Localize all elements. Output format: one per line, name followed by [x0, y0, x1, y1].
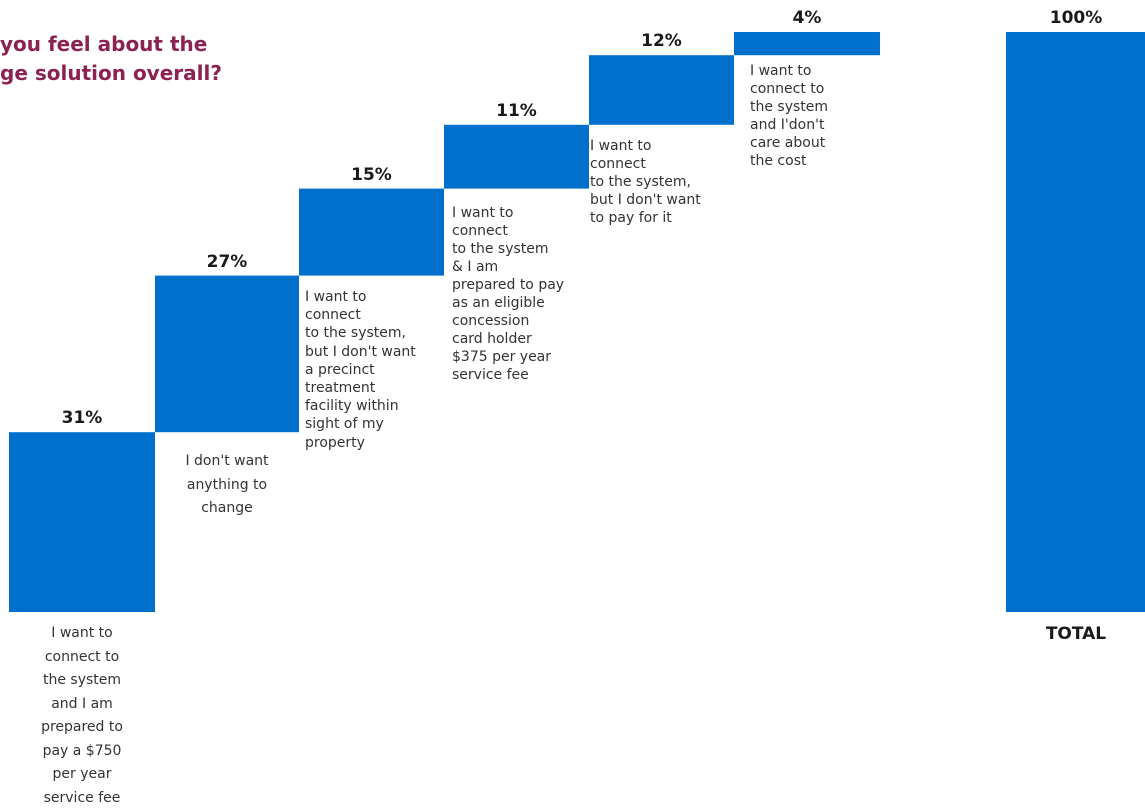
chart-title: you feel about the ge solution overall?: [0, 30, 270, 100]
waterfall-bar-5: [589, 55, 734, 125]
waterfall-bar-2: [155, 275, 299, 433]
waterfall-bar-4: [444, 124, 589, 189]
total-bar: [1006, 32, 1145, 612]
waterfall-bar-3: [299, 188, 444, 276]
value-label-2: 27%: [206, 251, 248, 272]
waterfall-bar-1: [9, 432, 155, 612]
chart-title-line-1: you feel about the: [0, 32, 208, 56]
total-value-label: 100%: [1049, 8, 1103, 28]
value-label-1: 31%: [61, 408, 103, 429]
value-label-6: 4%: [792, 8, 822, 28]
category-label-4: I want to connect to the system & I am p…: [452, 205, 565, 383]
category-label-2: I don't want anything to change: [185, 453, 269, 516]
category-label-1: I want to connect to the system and I am…: [41, 625, 123, 806]
chart-title-line-2: ge solution overall?: [0, 61, 222, 85]
category-label-6: I want to connect to the system and I'do…: [750, 63, 829, 169]
category-label-5: I want to connect to the system, but I d…: [590, 138, 701, 227]
total-category-label: TOTAL: [1045, 624, 1107, 644]
value-label-4: 11%: [496, 100, 537, 121]
value-label-5: 12%: [641, 31, 682, 52]
value-label-3: 15%: [351, 164, 392, 185]
waterfall-bar-6: [734, 32, 880, 56]
category-label-3: I want to connect to the system, but I d…: [305, 289, 416, 451]
